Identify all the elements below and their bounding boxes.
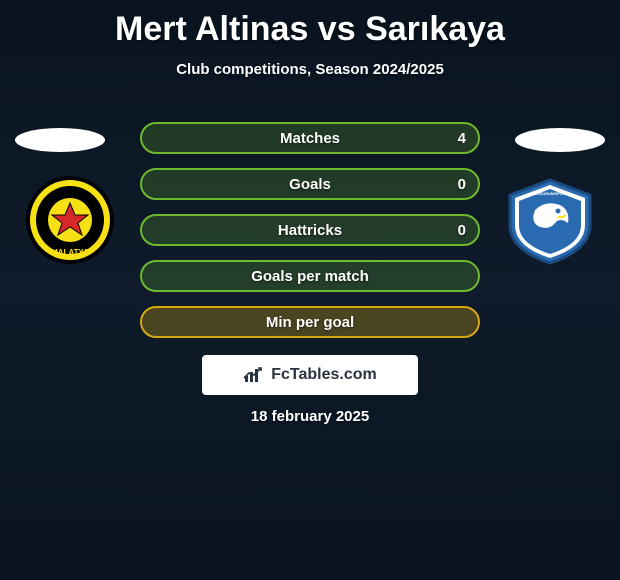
stat-row-goals-per-match: Goals per match: [140, 260, 480, 292]
stat-row-matches: Matches 4: [140, 122, 480, 154]
left-player-ellipse: [15, 128, 105, 152]
stat-row-hattricks: Hattricks 0: [140, 214, 480, 246]
right-player-ellipse: [515, 128, 605, 152]
stat-right-value: 4: [458, 130, 466, 147]
chart-icon: [243, 366, 265, 384]
stat-right-value: 0: [458, 222, 466, 239]
page-title: Mert Altinas vs Sarıkaya: [0, 0, 620, 49]
svg-text:MALATYA: MALATYA: [51, 248, 89, 257]
svg-text:ERZURUMSPOR: ERZURUMSPOR: [534, 191, 565, 196]
right-club-badge: ERZURUMSPOR: [500, 175, 600, 265]
stat-label: Min per goal: [142, 314, 478, 331]
stat-row-goals: Goals 0: [140, 168, 480, 200]
left-club-badge: MALATYA: [20, 175, 120, 265]
stat-label: Goals per match: [142, 268, 478, 285]
page-subtitle: Club competitions, Season 2024/2025: [0, 61, 620, 78]
date-text: 18 february 2025: [0, 408, 620, 425]
footer-brand[interactable]: FcTables.com: [202, 355, 418, 395]
stat-row-min-per-goal: Min per goal: [140, 306, 480, 338]
stat-label: Matches: [142, 130, 478, 147]
footer-brand-text: FcTables.com: [271, 366, 377, 384]
stat-label: Goals: [142, 176, 478, 193]
stat-right-value: 0: [458, 176, 466, 193]
stats-container: Matches 4 Goals 0 Hattricks 0 Goals per …: [140, 122, 480, 352]
stat-label: Hattricks: [142, 222, 478, 239]
